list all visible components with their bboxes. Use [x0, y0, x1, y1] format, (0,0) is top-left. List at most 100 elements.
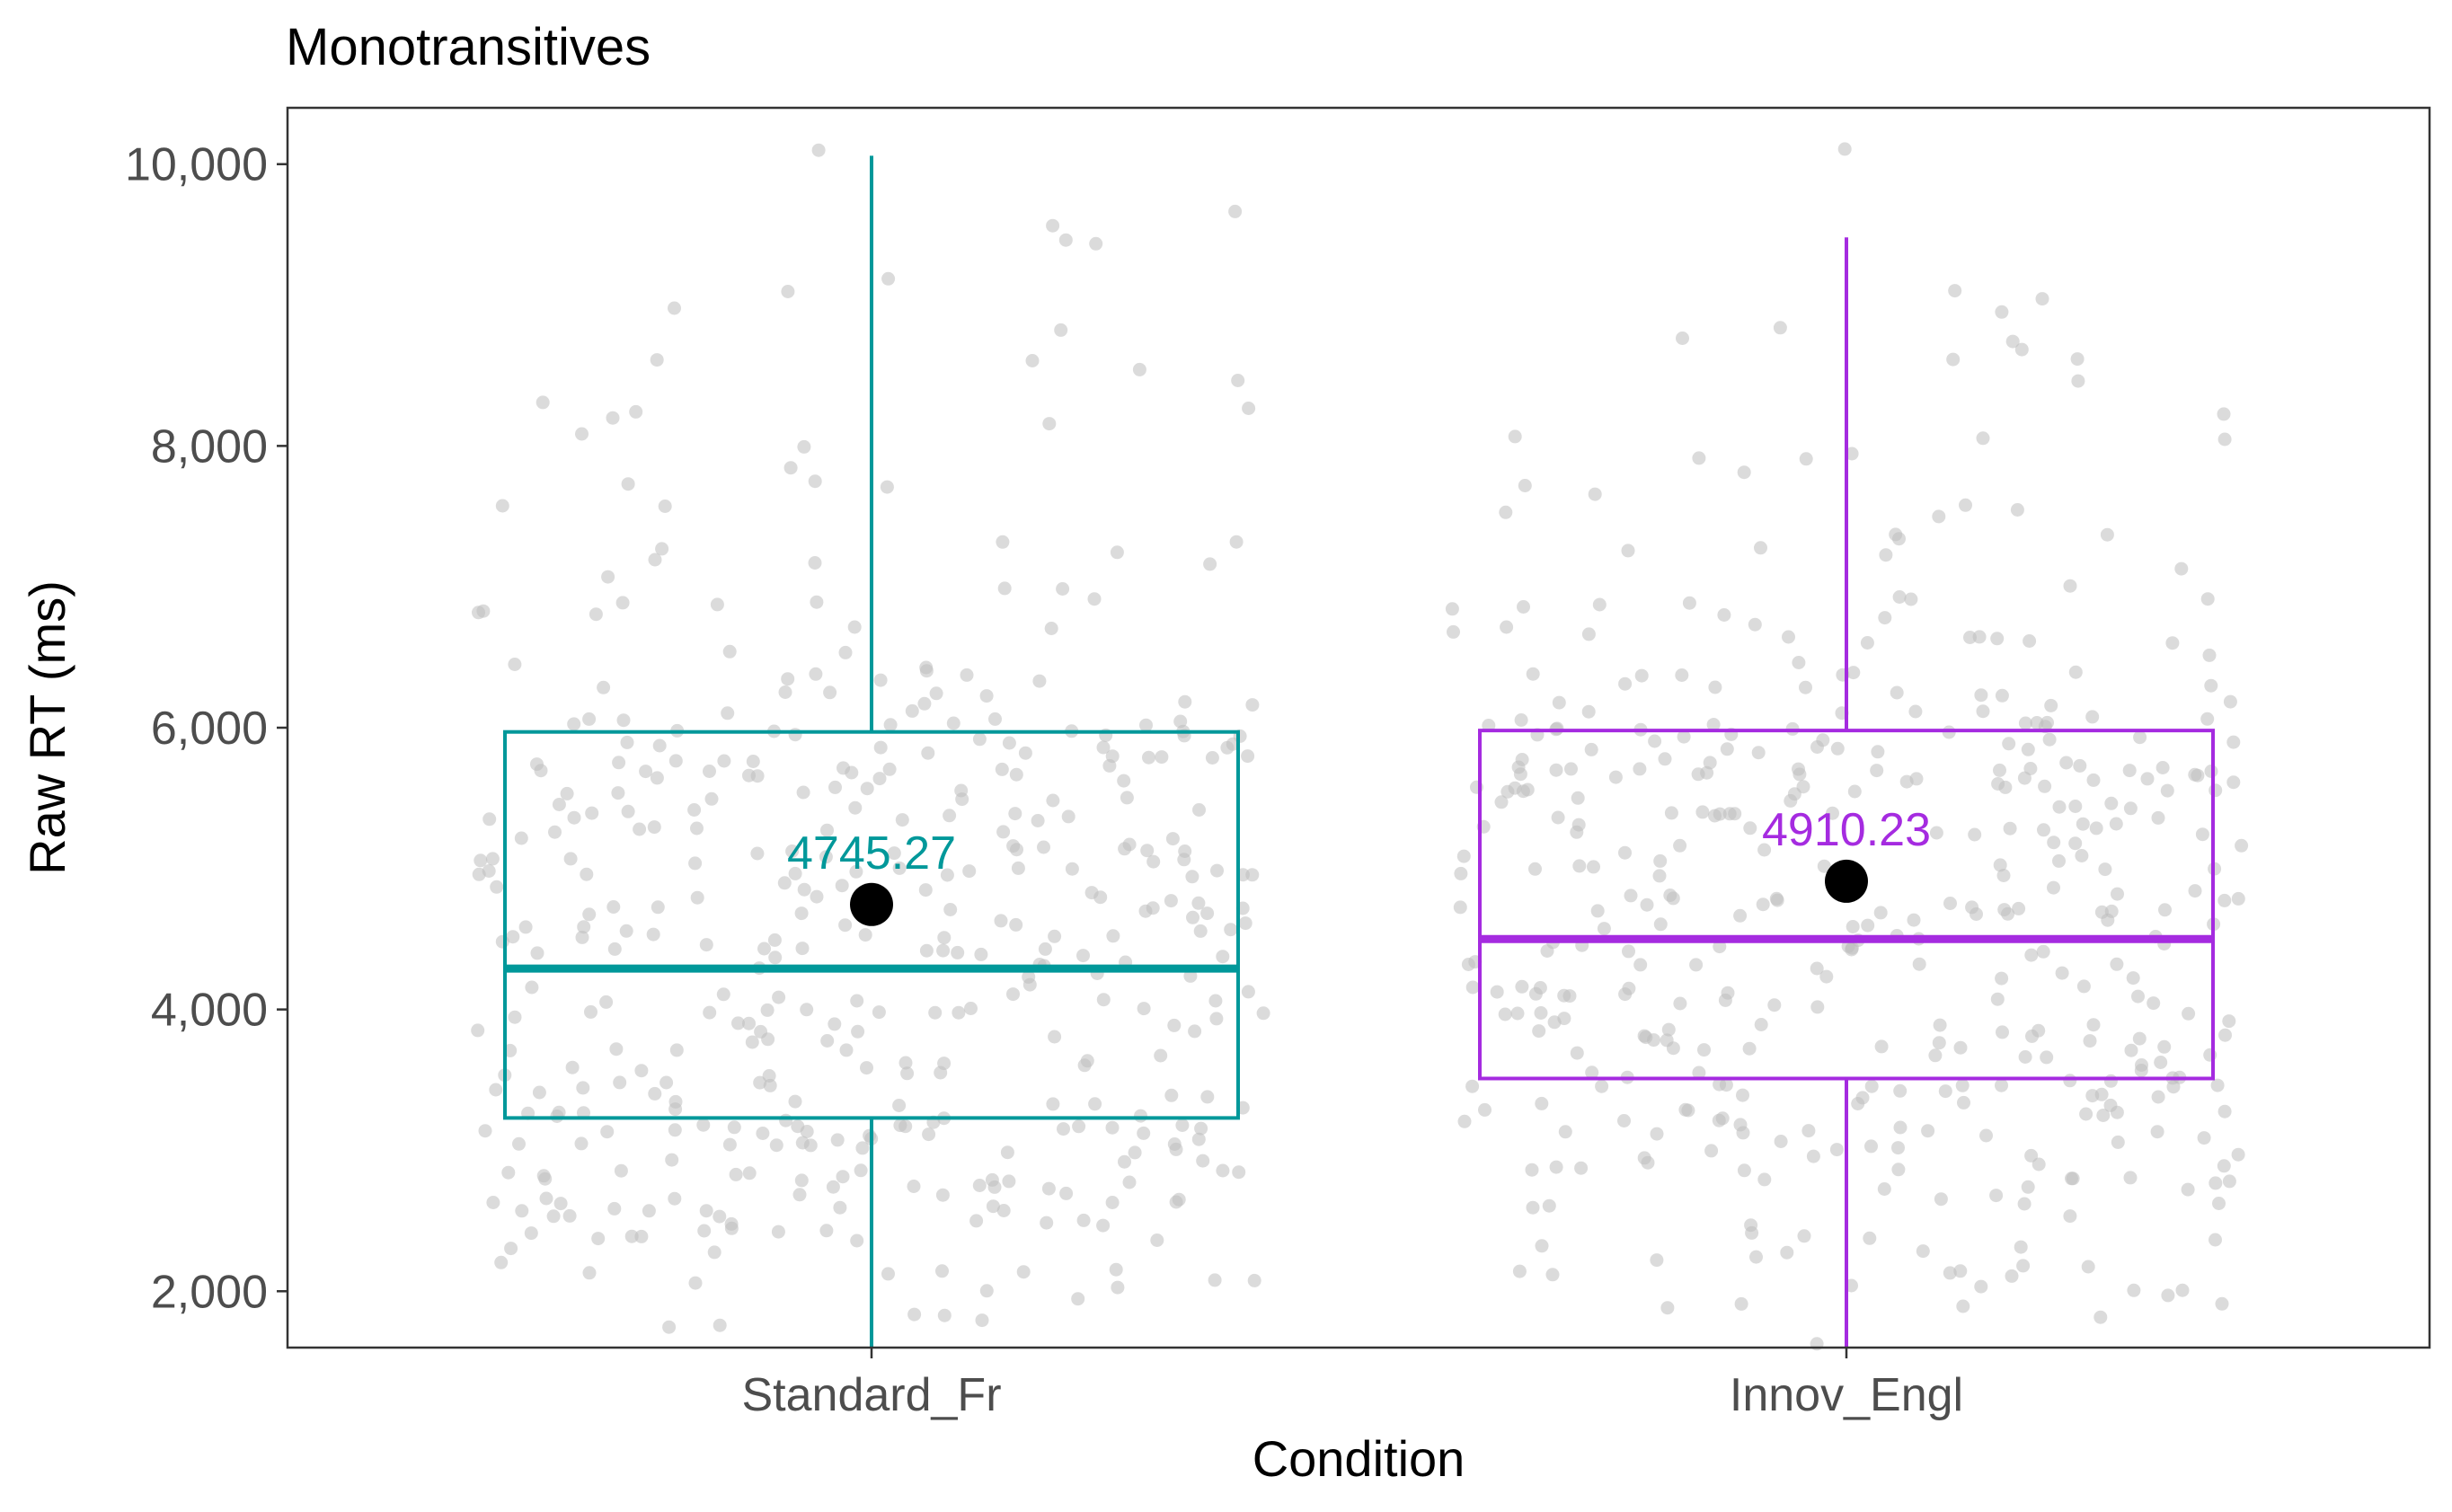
- jitter-point: [872, 772, 887, 786]
- mean-point: [1825, 859, 1868, 903]
- plot-panel-border: [286, 106, 2431, 1349]
- jitter-point: [1970, 907, 1983, 921]
- jitter-point: [697, 1224, 712, 1238]
- jitter-point: [2157, 1039, 2172, 1054]
- jitter-point: [538, 1172, 553, 1186]
- jitter-point: [788, 728, 802, 742]
- jitter-point: [781, 285, 795, 298]
- jitter-point: [562, 1208, 577, 1223]
- jitter-point: [1938, 1084, 1952, 1099]
- y-axis: 2,000 4,000 6,000 8,000 10,000: [125, 139, 288, 1318]
- jitter-point: [880, 480, 894, 494]
- jitter-point: [717, 754, 731, 768]
- jitter-point: [2052, 800, 2067, 814]
- jitter-point: [1232, 1165, 1246, 1180]
- jitter-point: [763, 1078, 777, 1092]
- jitter-point: [781, 672, 795, 686]
- jitter-point: [848, 800, 863, 815]
- jitter-point: [525, 980, 539, 995]
- jitter-point: [1720, 742, 1734, 756]
- jitter-point: [668, 1123, 682, 1137]
- jitter-point: [2181, 1182, 2195, 1197]
- jitter-point: [1943, 1266, 1957, 1280]
- jitter-point: [972, 1179, 987, 1192]
- y-tick-label: 2,000: [151, 1266, 268, 1318]
- jitter-point: [1995, 971, 2009, 986]
- jitter-point: [668, 301, 681, 315]
- jitter-point: [1247, 1273, 1261, 1287]
- jitter-point: [762, 1069, 776, 1083]
- jitter-point: [2014, 1240, 2028, 1254]
- jitter-point: [619, 924, 633, 938]
- jitter-point: [1928, 1048, 1943, 1063]
- jitter-point: [1737, 1163, 1751, 1178]
- jitter-point: [506, 930, 520, 944]
- jitter-point: [937, 1308, 952, 1322]
- jitter-point: [1617, 1114, 1631, 1127]
- jitter-point: [1196, 1154, 1210, 1168]
- jitter-point: [1120, 791, 1134, 805]
- boxes: 4745.27 4910.23: [503, 155, 2215, 1348]
- jitter-point: [1974, 688, 1988, 703]
- jitter-point: [2076, 979, 2091, 994]
- jitter-point: [850, 994, 864, 1008]
- jitter-point: [1908, 704, 1923, 719]
- jitter-point: [1893, 1083, 1908, 1098]
- jitter-point: [1916, 1244, 1930, 1259]
- jitter-point: [811, 143, 826, 157]
- jitter-point: [494, 1255, 509, 1269]
- jitter-point: [2209, 1176, 2223, 1190]
- jitter-point: [515, 1204, 529, 1218]
- jitter-point: [575, 427, 589, 441]
- jitter-point: [2024, 948, 2039, 962]
- jitter-point: [1666, 1041, 1680, 1056]
- jitter-point: [1682, 596, 1696, 610]
- jitter-point: [552, 1105, 566, 1119]
- jitter-point: [1799, 452, 1813, 466]
- jitter-point: [1585, 1065, 1599, 1080]
- jitter-point: [863, 1128, 877, 1143]
- jitter-point: [1742, 1041, 1757, 1056]
- jitter-point: [1676, 332, 1689, 345]
- jitter-point: [508, 1010, 522, 1024]
- jitter-point: [1499, 505, 1513, 519]
- jitter-point: [1241, 749, 1255, 764]
- jitter-point: [2063, 1209, 2077, 1224]
- jitter-point: [2103, 1074, 2118, 1088]
- jitter-point: [567, 810, 581, 825]
- jitter-point: [1009, 917, 1023, 932]
- jitter-point: [1142, 750, 1155, 765]
- jitter-point: [1528, 862, 1542, 876]
- jitter-point: [1072, 1119, 1086, 1134]
- jitter-point: [1096, 993, 1111, 1007]
- jitter-point: [785, 844, 800, 858]
- jitter-point: [1996, 869, 2011, 882]
- jitter-point: [1855, 1091, 1870, 1105]
- jitter-point: [2109, 817, 2123, 831]
- jitter-point: [1801, 1124, 1816, 1138]
- jitter-point: [575, 930, 589, 944]
- jitter-point: [2217, 1104, 2232, 1119]
- jitter-point: [1733, 1118, 1748, 1132]
- jitter-point: [1976, 704, 1990, 719]
- jitter-point: [713, 1209, 727, 1224]
- jitter-point: [1520, 783, 1535, 797]
- jitter-point: [2075, 849, 2089, 862]
- jitter-point: [1584, 742, 1598, 756]
- jitter-point: [1871, 745, 1885, 759]
- jitter-point: [1658, 752, 1672, 766]
- jitter-point: [1708, 680, 1722, 694]
- jitter-point: [1653, 853, 1668, 868]
- jitter-point: [584, 1004, 598, 1019]
- jitter-point: [1864, 1139, 1878, 1154]
- jitter-point: [1704, 1144, 1719, 1158]
- x-axis: Standard_Fr Innov_Engl: [741, 1348, 1963, 1421]
- jitter-point: [935, 1264, 949, 1278]
- jitter-point: [2110, 957, 2124, 971]
- jitter-point: [582, 712, 597, 726]
- jitter-point: [1535, 1096, 1549, 1110]
- jitter-point: [1037, 840, 1050, 854]
- jitter-point: [1904, 592, 1918, 606]
- jitter-point: [1819, 969, 1834, 984]
- jitter-point: [2226, 775, 2241, 790]
